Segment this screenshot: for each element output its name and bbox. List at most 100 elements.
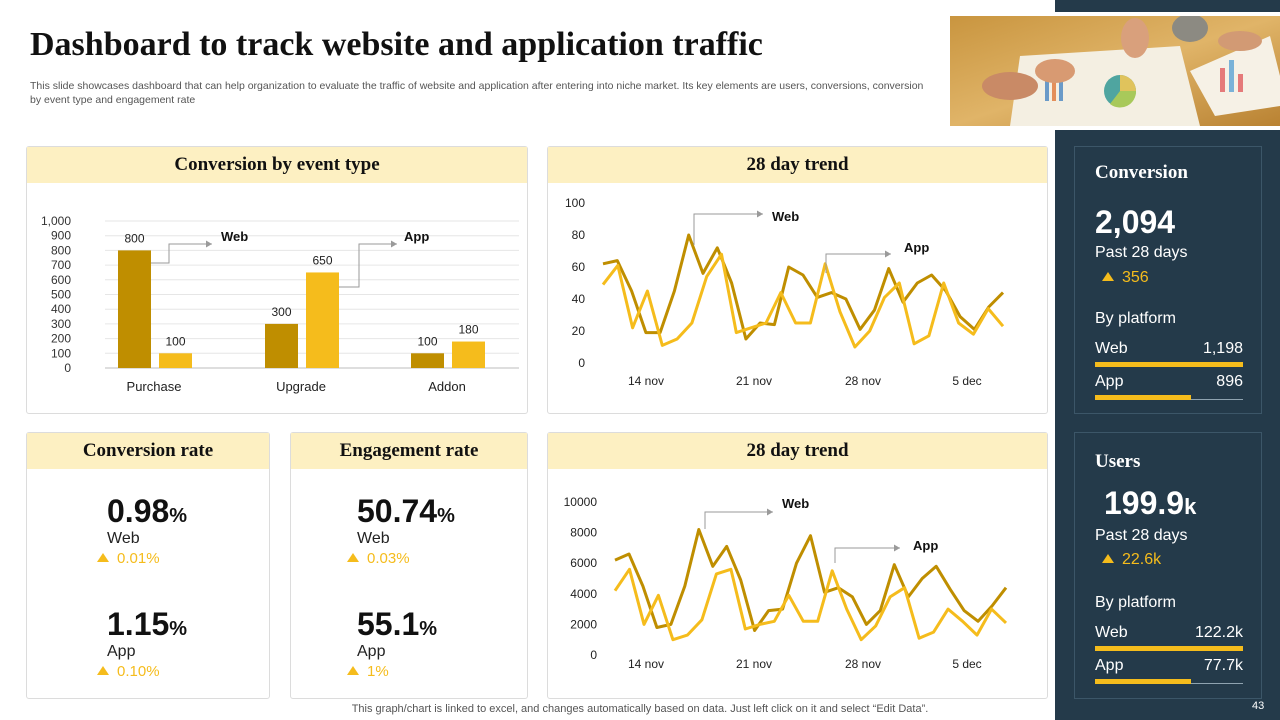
x-tick-label: Upgrade [276,379,326,394]
bar-data-label: 300 [271,305,291,319]
y-tick-label: 100 [51,346,71,360]
metric-unit: % [419,618,438,640]
trend-chart-1: 0 20 40 60 80 100 14 nov 21 nov 28 nov 5 dec Web Ap… [565,196,1005,388]
conversion-by-event-title: Conversion by event type [27,147,527,183]
users-platform-app: App 77.7k [1095,657,1243,684]
page-subtitle: This slide showcases dashboard that can … [30,80,924,106]
conversion-total: 2,094 [1095,204,1176,240]
y-tick-label: 40 [572,292,586,306]
page-title: Dashboard to track website and applicati… [30,26,763,63]
engagement-rate-app-value: 55.1% [357,606,437,643]
metric-unit: % [169,618,188,640]
y-tick-label: 1,000 [41,214,71,228]
y-tick-label: 60 [572,260,586,274]
callout-label: App [904,240,929,255]
users-by-platform-label: By platform [1095,594,1176,611]
trend-card-1: 28 day trend 0 20 40 60 80 100 14 nov 21 nov 28 … [547,146,1048,414]
bar-app [452,341,485,368]
callout-label: App [404,229,429,244]
conversion-delta: 356 [1102,269,1149,287]
conversion-platform-app: App 896 [1095,373,1243,400]
users-summary-title: Users [1095,451,1141,472]
increase-arrow-icon [347,666,359,675]
callout-line [151,243,212,264]
bar-web [265,323,298,368]
conversion-by-event-card: Conversion by event type 0 100 200 300 400 50… [26,146,528,414]
callout-arrow-icon [885,250,891,258]
conversion-rate-app-value: 1.15% [107,606,187,643]
platform-share-bar [1095,646,1243,651]
metric-number: 1.15 [107,606,170,642]
users-total-value: 199.9 [1104,485,1185,521]
x-tick-label: Addon [428,379,466,394]
callout-label: App [913,538,938,553]
users-platform-web: Web 122.2k [1095,624,1243,651]
bar-web [411,353,444,368]
users-total-unit: k [1184,494,1197,519]
conversion-rate-app-label: App [107,643,136,660]
increase-arrow-icon [97,553,109,562]
series-line-app [613,567,1008,642]
users-period: Past 28 days [1095,527,1188,544]
metric-delta-value: 0.10% [117,663,160,680]
metric-unit: % [169,505,188,527]
conversion-summary-title: Conversion [1095,162,1188,183]
platform-value: 77.7k [1203,657,1243,674]
y-tick-label: 500 [51,288,71,302]
callout-line [704,511,773,529]
users-delta: 22.6k [1102,551,1161,569]
platform-label: Web [1095,340,1128,357]
bar-data-label: 650 [312,253,332,267]
platform-label: Web [1095,624,1128,641]
platform-label: App [1095,373,1124,390]
metric-number: 55.1 [357,606,420,642]
conversion-by-event-chart: 01002003004005006007008009001,000800100P… [41,214,519,394]
y-tick-label: 80 [572,228,586,242]
platform-share-bar [1095,679,1192,684]
top-dark-band [1055,0,1280,12]
conversion-rate-web-label: Web [107,530,140,547]
bar-data-label: 180 [458,323,478,337]
x-tick-label: 21 nov [736,374,772,388]
engagement-rate-web-label: Web [357,530,390,547]
x-tick-label: 14 nov [628,657,664,671]
callout-label: Web [221,229,248,244]
engagement-rate-web-value: 50.74% [357,493,455,530]
bar-web [118,250,151,368]
bar-app [159,353,192,368]
y-tick-label: 400 [51,302,71,316]
x-tick-label: 28 nov [845,657,881,671]
x-tick-label: 5 dec [952,374,981,388]
metric-delta-value: 1% [367,663,389,680]
metric-number: 50.74 [357,493,438,529]
x-tick-label: Purchase [127,379,182,394]
callout-arrow-icon [206,240,212,248]
y-tick-label: 2000 [570,617,597,631]
increase-arrow-icon [347,553,359,562]
conversion-by-platform-label: By platform [1095,310,1176,327]
footer-note: This graph/chart is linked to excel, and… [351,703,929,715]
metric-delta-value: 0.01% [117,550,160,567]
platform-share-bar [1095,362,1243,367]
trend-chart-2: 0 2000 4000 6000 8000 10000 14 nov 21 nov 28 nov… [564,495,1008,671]
x-tick-label: 14 nov [628,374,664,388]
callout-arrow-icon [757,210,763,218]
platform-value: 1,198 [1202,340,1243,357]
callout-label: Web [782,496,809,511]
y-tick-label: 4000 [570,587,597,601]
metric-delta-value: 0.03% [367,550,410,567]
increase-arrow-icon [1102,554,1114,563]
y-tick-label: 8000 [570,526,597,540]
users-delta-value: 22.6k [1122,551,1162,568]
y-tick-label: 600 [51,273,71,287]
y-tick-label: 10000 [564,495,598,509]
callout-arrow-icon [767,508,773,516]
x-tick-label: 28 nov [845,374,881,388]
platform-label: App [1095,657,1124,674]
conversion-period: Past 28 days [1095,244,1188,261]
series-line-app [601,252,1005,349]
engagement-rate-web-delta: 0.03% [347,550,410,567]
y-tick-label: 0 [578,356,585,370]
callout-line [693,213,763,245]
conversion-rate-card: Conversion rate 0.98% Web 0.01% 1.15% Ap… [26,432,270,699]
